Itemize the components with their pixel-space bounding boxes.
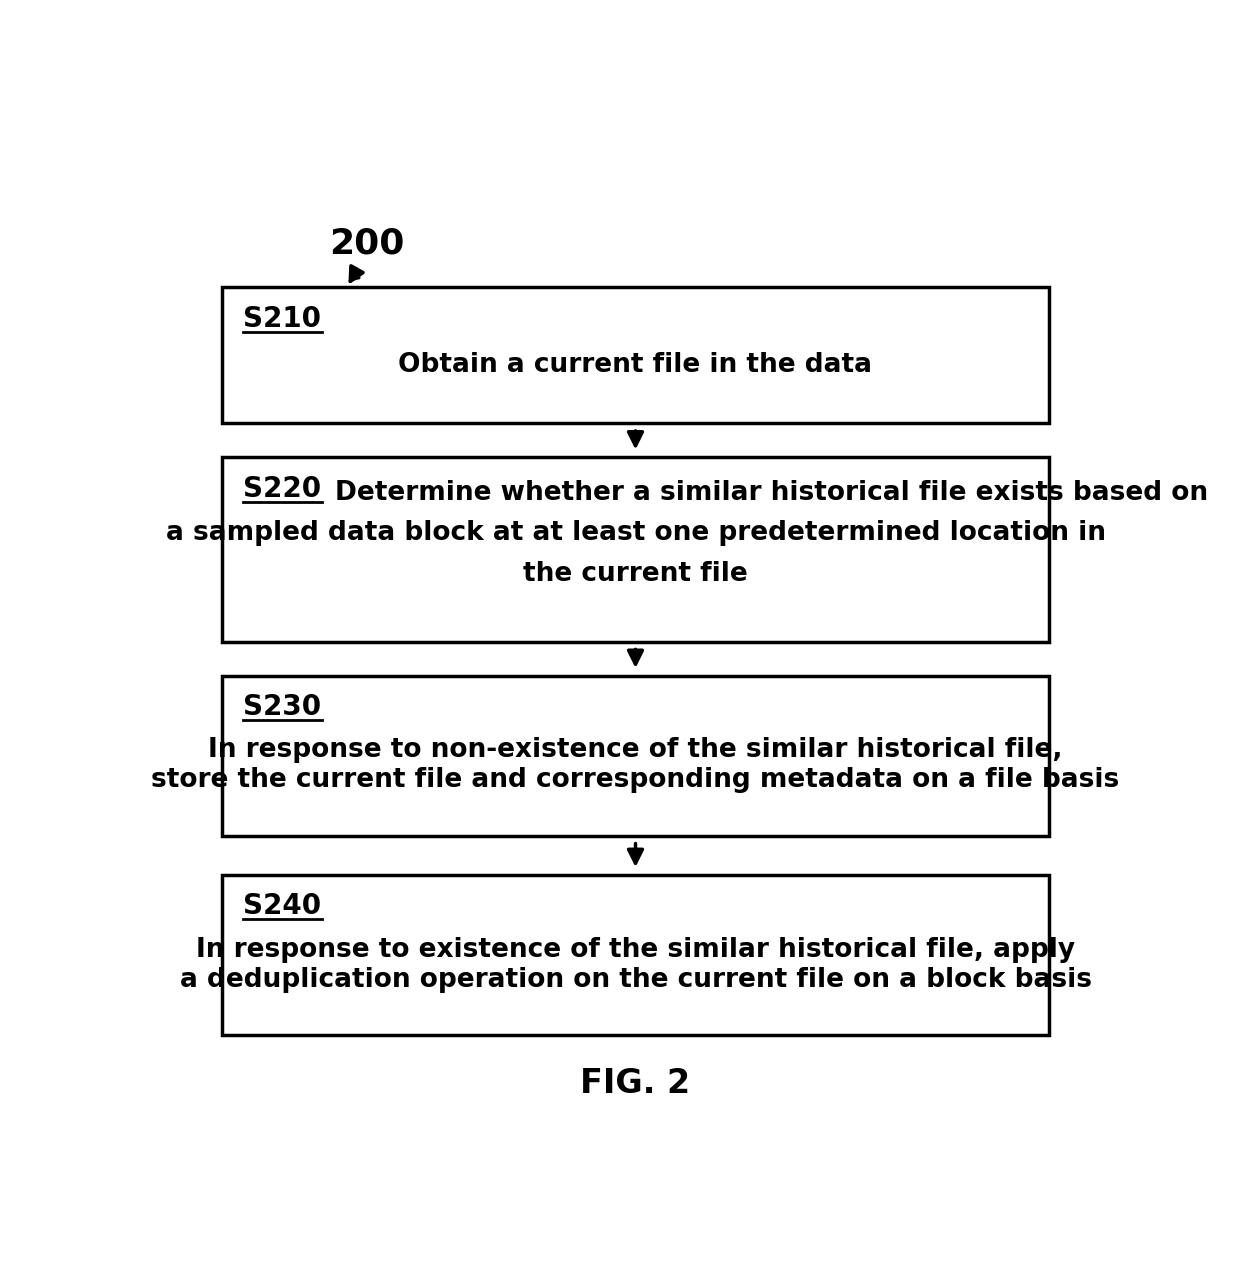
Text: FIG. 2: FIG. 2: [580, 1067, 691, 1100]
FancyBboxPatch shape: [222, 458, 1049, 642]
Text: a sampled data block at at least one predetermined location in: a sampled data block at at least one pre…: [165, 521, 1106, 546]
FancyBboxPatch shape: [222, 288, 1049, 424]
FancyBboxPatch shape: [222, 676, 1049, 836]
Text: In response to non-existence of the similar historical file,
store the current f: In response to non-existence of the simi…: [151, 738, 1120, 793]
Text: S240: S240: [243, 893, 321, 921]
Text: the current file: the current file: [523, 561, 748, 588]
Text: S210: S210: [243, 305, 321, 333]
Text: S230: S230: [243, 694, 321, 721]
Text: In response to existence of the similar historical file, apply
a deduplication o: In response to existence of the similar …: [180, 937, 1091, 992]
FancyBboxPatch shape: [222, 875, 1049, 1035]
Text: 200: 200: [329, 227, 404, 261]
Text: Determine whether a similar historical file exists based on: Determine whether a similar historical f…: [335, 479, 1208, 506]
Text: S220: S220: [243, 474, 321, 503]
Text: Obtain a current file in the data: Obtain a current file in the data: [398, 352, 873, 378]
